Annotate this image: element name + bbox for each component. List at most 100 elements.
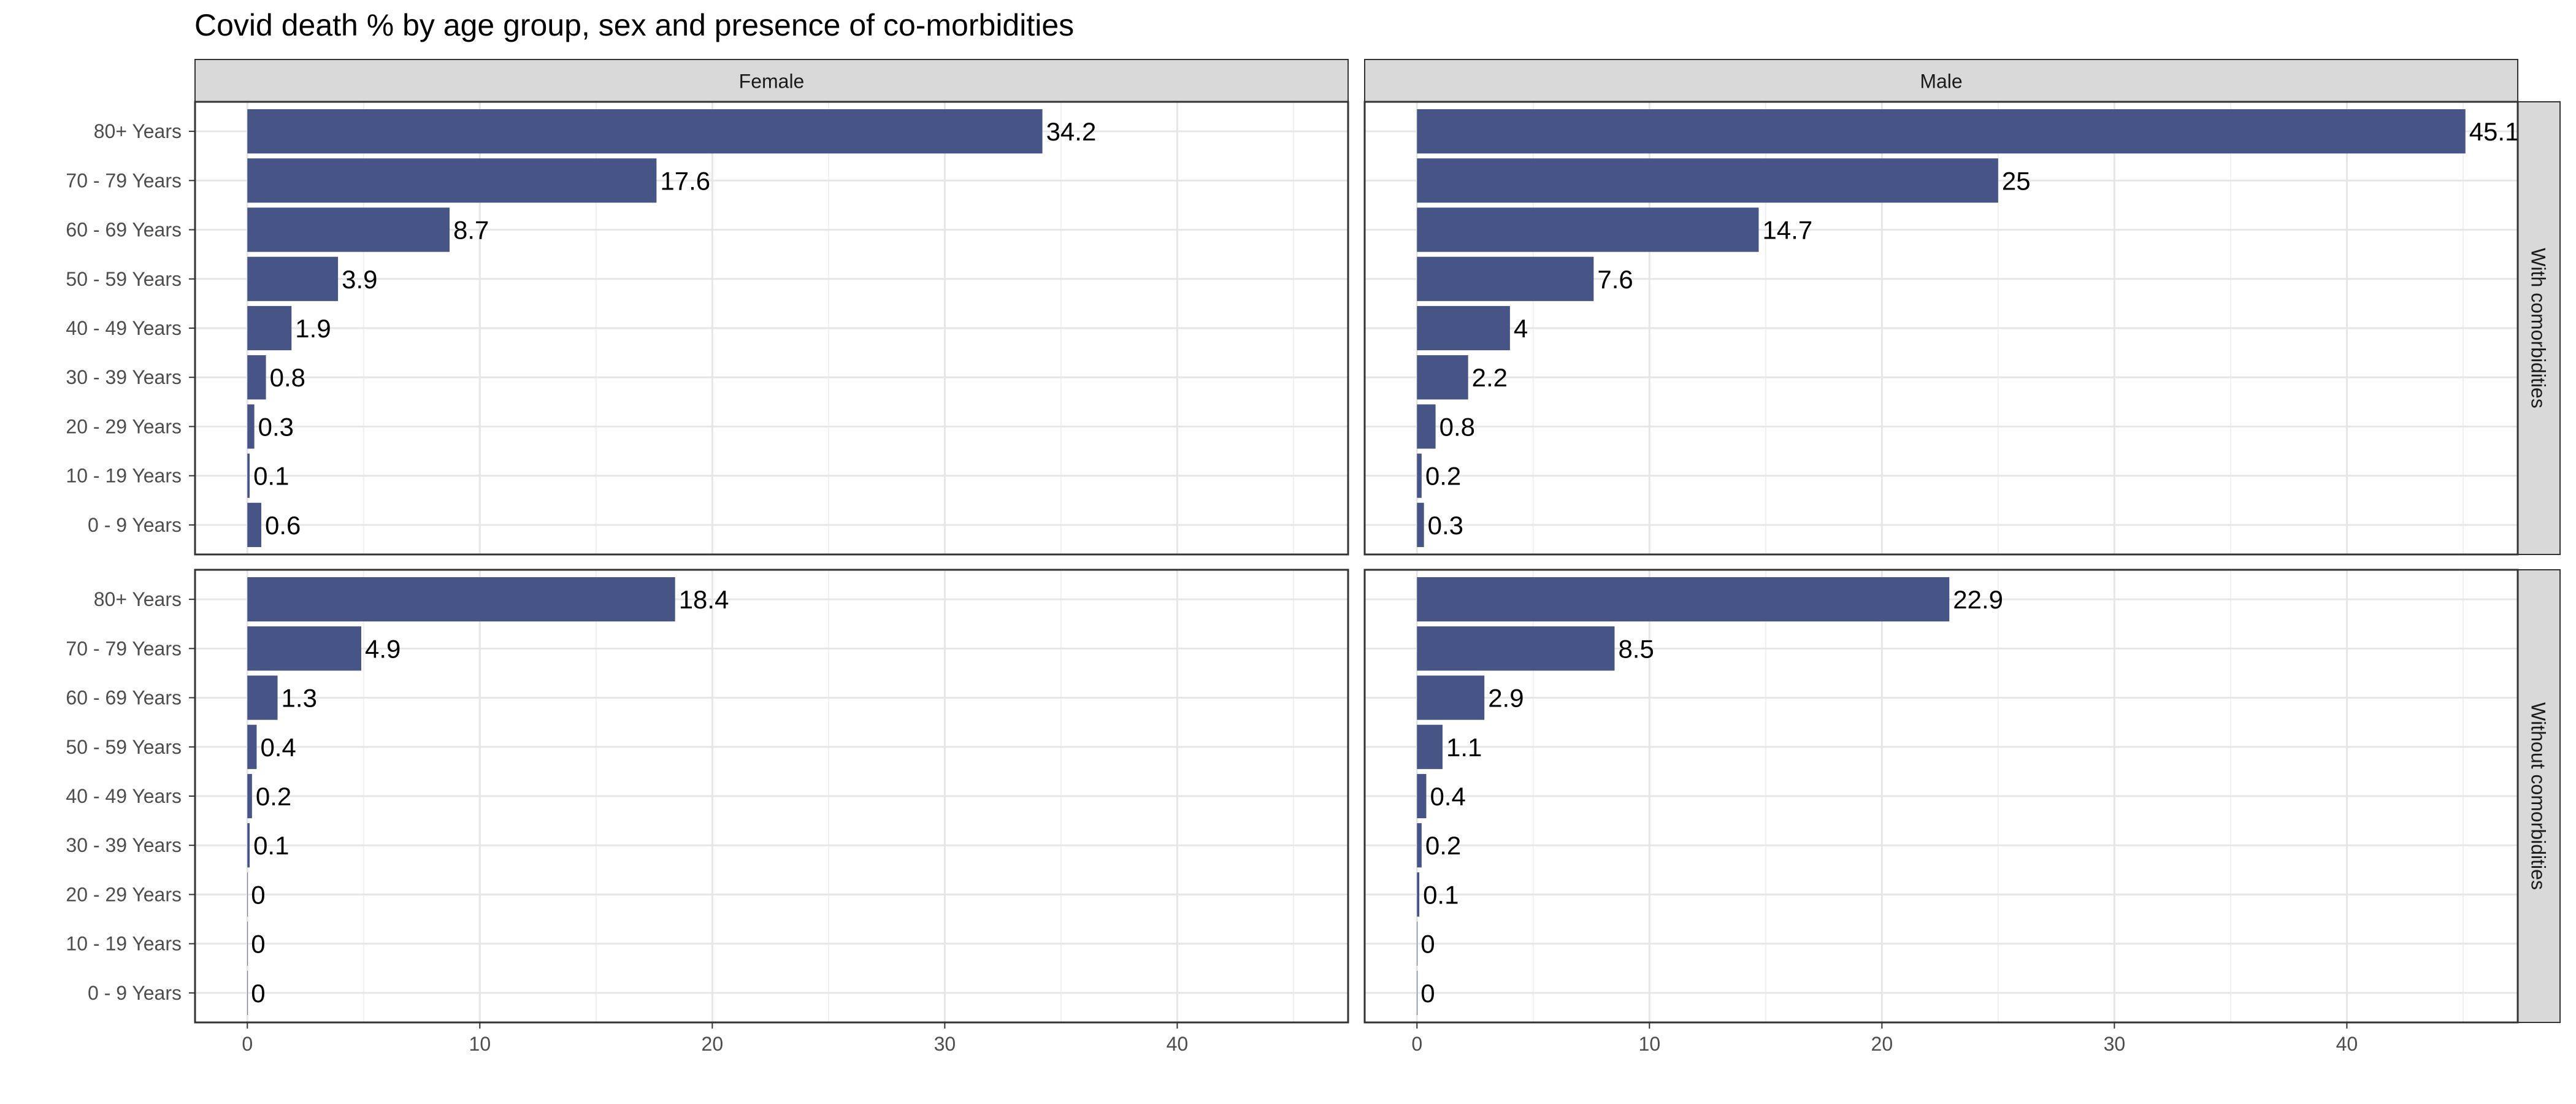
data-label: 0.3 [258,412,294,441]
data-label: 4 [1514,314,1528,343]
data-label: 34.2 [1046,117,1097,146]
x-tick-label: 20 [1871,1033,1893,1055]
bar [247,502,262,547]
y-tick-label: 0 - 9 Years [88,514,182,536]
y-tick-label: 60 - 69 Years [66,219,182,241]
data-label: 7.6 [1597,265,1633,294]
data-label: 0.1 [253,831,289,860]
bar [1417,577,1950,622]
bar [247,404,255,449]
bar [247,109,1043,154]
data-label: 8.5 [1618,634,1654,663]
data-label: 0.6 [265,511,301,540]
bar [1417,626,1615,671]
bar [247,626,362,671]
bar [1417,823,1422,868]
data-label: 0.1 [1423,880,1459,909]
data-label: 2.9 [1488,684,1524,713]
y-tick-label: 10 - 19 Years [66,933,182,955]
bar [247,158,657,203]
facet-strip-label: With comorbidities [2528,248,2550,408]
panel-border [1363,101,2519,556]
data-label: 14.7 [1762,216,1812,245]
data-label: 3.9 [342,265,377,294]
panel-female-with: 34.2 17.6 8.7 3.9 1.9 0.8 0.3 0.1 0.6 80+ Years 70… [66,101,1349,556]
bar [1417,773,1427,819]
bar [247,675,278,720]
panel-male-without: 22.9 8.5 2.91.1 0.4 0.2 0.1 0 0 0 10 20 30 40 [1363,569,2519,1055]
bar [247,724,257,769]
data-label: 0.2 [1425,462,1461,491]
bar [1417,872,1420,917]
bar [1417,675,1485,720]
bar [247,207,450,252]
bar [247,773,252,819]
bar [1417,724,1443,769]
data-label: 25 [2002,166,2031,195]
data-label: 45.1 [2469,117,2520,146]
bar [247,355,266,400]
y-tick-label: 30 - 39 Years [66,366,182,388]
facet-strip-label: Male [1920,71,1962,93]
bar [1417,158,1998,203]
x-tick-label: 20 [702,1033,724,1055]
bar [247,921,248,966]
y-tick-label: 50 - 59 Years [66,268,182,290]
data-label: 0 [251,979,265,1008]
bar [247,577,675,622]
x-tick-label: 0 [242,1033,253,1055]
bar [1417,305,1510,351]
bar [1417,109,2466,154]
chart-title: Covid death % by age group, sex and pres… [194,8,1074,42]
x-tick-label: 0 [1411,1033,1422,1055]
y-tick-label: 70 - 79 Years [66,169,182,191]
data-label: 0.8 [1439,412,1475,441]
facet-strip-with-comorbidities [2517,101,2561,555]
y-tick-label: 30 - 39 Years [66,834,182,856]
y-tick-label: 70 - 79 Years [66,637,182,659]
y-tick-label: 10 - 19 Years [66,465,182,487]
bar [1417,502,1424,547]
data-label: 18.4 [679,585,729,614]
bar [247,872,248,917]
data-label: 2.2 [1472,363,1508,392]
data-label: 1.9 [295,314,331,343]
panel-male-with: 45.1 25 14.7 7.6 42.2 0.8 0.2 0.3 [1363,101,2520,556]
chart-layer: Female Male With comorbidities Without como… [66,59,2561,1055]
y-tick-label: 50 - 59 Years [66,736,182,758]
data-label: 1.3 [282,684,317,713]
bar [247,305,292,351]
bar [1417,355,1468,400]
data-label: 22.9 [1953,585,2003,614]
x-tick-label: 10 [1639,1033,1661,1055]
x-tick-label: 40 [2336,1033,2358,1055]
data-label: 0 [1420,930,1435,959]
bar [1417,404,1436,449]
facet-strip-without-comorbidities [2517,569,2561,1023]
data-label: 1.1 [1446,733,1482,762]
y-tick-label: 0 - 9 Years [88,982,182,1004]
data-label: 17.6 [660,166,710,195]
bar [1417,256,1594,301]
y-tick-label: 80+ Years [94,120,182,142]
data-label: 0.2 [1425,831,1461,860]
data-label: 0 [1420,979,1435,1008]
facet-strip-label: Female [739,71,805,93]
data-label: 0 [251,930,265,959]
y-tick-label: 20 - 29 Years [66,883,182,905]
data-label: 0.4 [1430,782,1465,811]
bar [1417,207,1759,252]
facet-strip-male [1364,59,2518,102]
bar [247,453,250,498]
y-tick-label: 40 - 49 Years [66,785,182,807]
data-label: 0.8 [270,363,305,392]
panel-female-without: 18.4 4.9 1.3 0.4 0.2 0.1 0 0 0 80+ Years 70 - 79 Y… [66,569,1349,1055]
y-tick-label: 40 - 49 Years [66,317,182,339]
data-label: 0.2 [256,782,291,811]
data-label: 0.1 [253,462,289,491]
x-tick-label: 30 [934,1033,956,1055]
y-tick-label: 60 - 69 Years [66,687,182,709]
bar [247,970,248,1015]
